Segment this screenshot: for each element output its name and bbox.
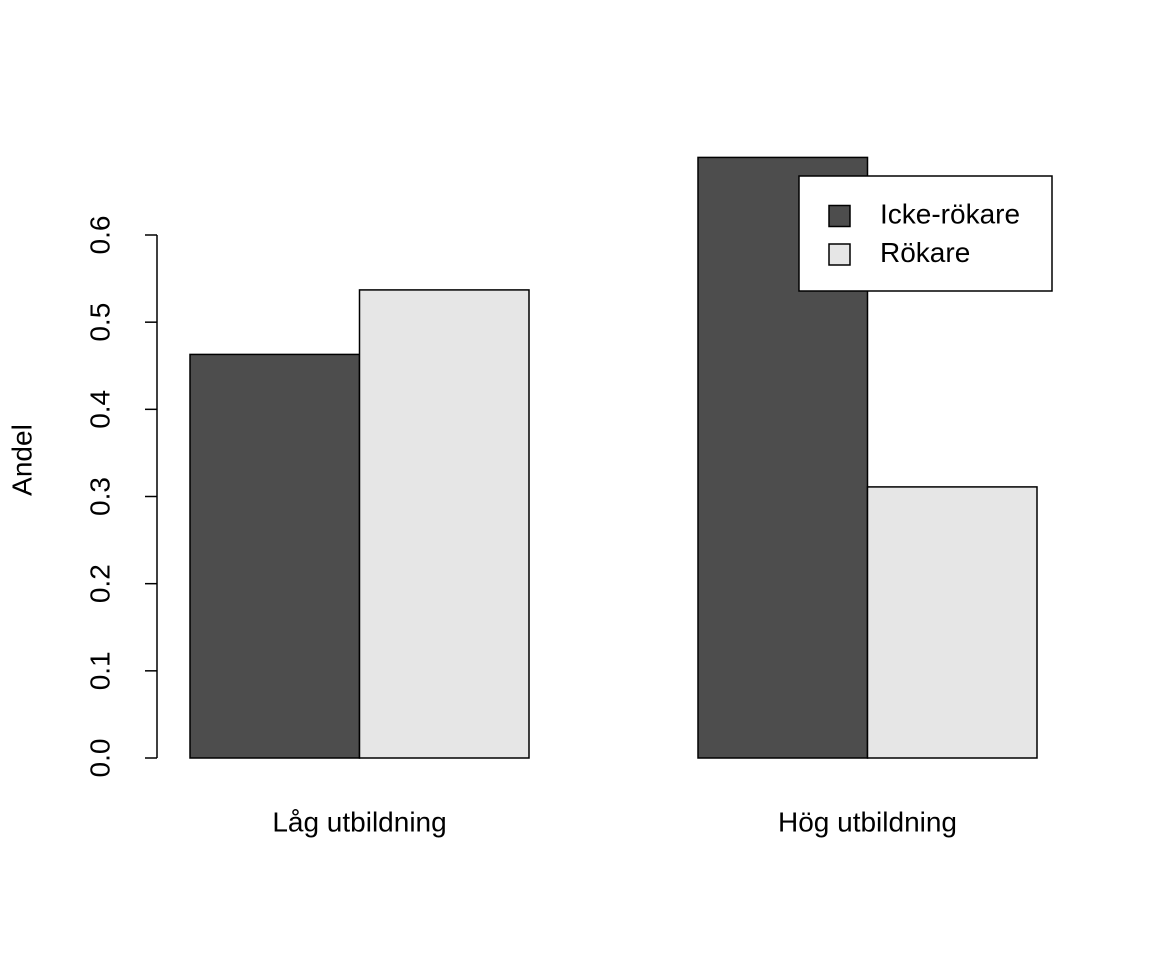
y-tick-label: 0.5 bbox=[84, 303, 115, 342]
bar bbox=[189, 353, 361, 759]
y-tick-label: 0.4 bbox=[84, 390, 115, 429]
y-axis-label: Andel bbox=[6, 424, 37, 496]
y-tick-label: 0.1 bbox=[84, 651, 115, 690]
y-tick-label: 0.0 bbox=[84, 739, 115, 778]
legend-label: Rökare bbox=[880, 237, 970, 268]
legend-label: Icke-rökare bbox=[880, 198, 1020, 229]
bar bbox=[866, 486, 1038, 759]
x-tick-label: Hög utbildning bbox=[778, 806, 957, 837]
legend-box bbox=[798, 175, 1053, 292]
y-tick-label: 0.2 bbox=[84, 564, 115, 603]
bar bbox=[358, 289, 530, 759]
y-tick-label: 0.3 bbox=[84, 477, 115, 516]
legend-swatch bbox=[828, 243, 851, 266]
x-tick-label: Låg utbildning bbox=[272, 806, 446, 837]
y-tick-label: 0.6 bbox=[84, 216, 115, 255]
legend-swatch bbox=[828, 204, 851, 228]
